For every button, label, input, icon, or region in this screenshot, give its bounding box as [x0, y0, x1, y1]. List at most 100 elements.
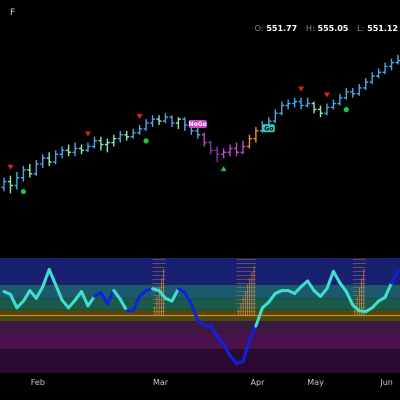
time-axis: Feb Mar Apr May Jun [31, 378, 393, 387]
price-bar [311, 101, 317, 114]
wave-segment [306, 279, 316, 293]
go-label: Go [264, 125, 273, 132]
price-bar [285, 99, 291, 110]
price-bar [98, 136, 104, 151]
buy-marker-icon [143, 138, 149, 144]
price-bar [221, 148, 227, 159]
wave-segment [73, 290, 84, 302]
wave-segment [118, 297, 129, 313]
price-bar [363, 78, 369, 90]
wave-segment [293, 285, 303, 295]
price-bar [33, 160, 39, 176]
oscillator-zone [0, 349, 400, 373]
price-bar [246, 134, 252, 149]
price-bar [369, 72, 375, 85]
wave-segment [67, 298, 77, 310]
wave-segment [54, 283, 64, 302]
wave-segment [34, 285, 45, 300]
wave-segment [267, 291, 277, 304]
price-bar [66, 144, 72, 157]
price-bar [143, 119, 149, 131]
price-chart: NoGo Go [1, 54, 400, 195]
buy-marker-icon [20, 188, 26, 195]
wave-segment [222, 342, 232, 358]
wave-segment [112, 289, 122, 301]
squeeze-hatch [236, 259, 256, 316]
price-bar [389, 58, 395, 71]
price-bar [85, 142, 91, 153]
price-bar [91, 136, 97, 149]
price-bar [150, 115, 156, 127]
sell-marker-icon [298, 86, 305, 92]
price-bar [356, 84, 362, 96]
price-bar [382, 62, 388, 75]
ohlc-readout: O: 551.77 H: 555.05 L: 551.12 [249, 24, 398, 33]
wave-segment [189, 302, 200, 322]
price-bar [117, 130, 123, 143]
high-key: H: [305, 24, 315, 33]
price-bar [395, 54, 400, 65]
wave-segment [80, 290, 90, 308]
wave-segment [383, 281, 394, 299]
wave-segment [105, 289, 116, 306]
price-bar [162, 113, 168, 124]
price-bar [14, 171, 20, 190]
price-bar [324, 103, 330, 116]
wave-segment [209, 323, 219, 339]
sell-marker-icon [84, 131, 91, 137]
wave-segment [15, 299, 25, 310]
price-bar [317, 105, 323, 118]
sell-marker-icon [7, 164, 14, 170]
wave-segment [338, 281, 348, 294]
wave-segment [241, 338, 251, 363]
wave-segment [170, 287, 180, 303]
wave-segment [325, 269, 335, 291]
price-bar [208, 140, 214, 155]
low-key: L: [357, 24, 365, 33]
buy-marker-icon [220, 166, 227, 172]
wave-segment [344, 290, 355, 307]
low-value: 551.12 [367, 24, 398, 33]
price-bar [337, 93, 343, 106]
price-bar [240, 140, 246, 155]
price-bar [27, 164, 33, 178]
price-bar [279, 101, 285, 116]
price-bar [156, 115, 162, 125]
open-value: 551.77 [266, 24, 298, 33]
oscillator-panel [0, 258, 400, 373]
price-bar [53, 150, 59, 165]
price-bar [201, 132, 207, 147]
ticker-fragment: F [10, 8, 16, 18]
price-bar [305, 97, 311, 108]
price-bar [130, 128, 136, 139]
wave-segment [254, 306, 264, 328]
squeeze-hatch [152, 259, 166, 316]
price-bar [376, 68, 382, 79]
wave-segment [60, 298, 71, 310]
wave-segment [41, 268, 51, 289]
wave-segment [28, 289, 38, 300]
price-bar [343, 87, 349, 100]
price-bar [175, 117, 181, 129]
price-bar [182, 117, 188, 131]
month-tick-label: Apr [251, 378, 266, 387]
nogo-label: NoGo [189, 121, 207, 128]
price-bar [253, 126, 259, 143]
price-bar [195, 126, 201, 139]
price-bar [40, 154, 46, 168]
buy-marker-icon [343, 107, 349, 113]
month-tick-label: Mar [153, 378, 169, 387]
price-bar [1, 177, 7, 192]
wave-segment [228, 354, 239, 365]
wave-segment [47, 268, 58, 287]
wave-segment [157, 289, 167, 300]
wave-segment [86, 294, 96, 308]
price-bar [111, 134, 117, 147]
month-tick-label: May [307, 378, 324, 387]
wave-segment [215, 335, 226, 346]
wave-segment [8, 292, 19, 310]
nogo-label-box [188, 119, 207, 128]
oscillator-zone [0, 298, 400, 310]
price-bar [124, 130, 130, 141]
